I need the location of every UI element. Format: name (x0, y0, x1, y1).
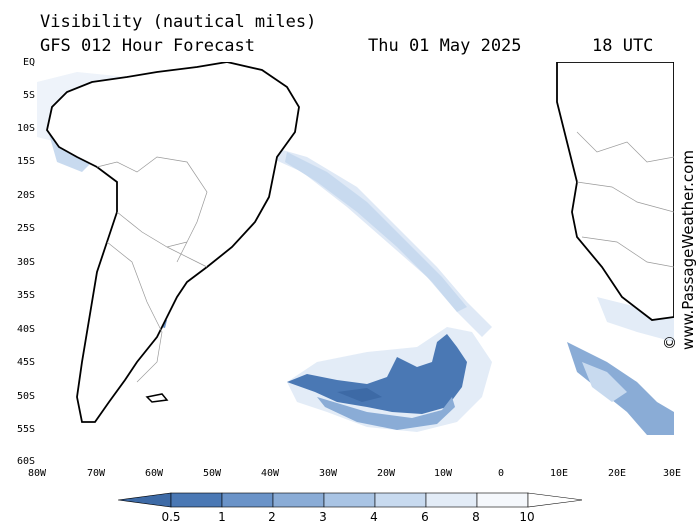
africa-landmass (556, 62, 674, 321)
falkland-islands (145, 393, 169, 403)
lat-label: 45S (16, 357, 35, 368)
lat-label: 5S (22, 90, 35, 101)
copyright-text: © www.PassageWeather.com (661, 150, 697, 350)
legend-swatch (527, 492, 582, 508)
south-america-landmass (46, 62, 300, 423)
lon-label: 10E (549, 468, 569, 479)
lat-label: 10S (16, 123, 35, 134)
legend-label: 4 (370, 510, 378, 524)
lat-label: 35S (16, 290, 35, 301)
lat-label: 60S (16, 456, 35, 467)
legend-swatch (118, 492, 172, 508)
legend-label: 8 (472, 510, 480, 524)
lat-label: 55S (16, 424, 35, 435)
lon-label: 30W (318, 468, 338, 479)
lon-label: 50W (202, 468, 222, 479)
lon-label: 40W (260, 468, 280, 479)
lat-label: 30S (16, 257, 35, 268)
legend-label: 2 (268, 510, 276, 524)
lat-label: 40S (16, 324, 35, 335)
map-title: Visibility (nautical miles) (40, 12, 317, 32)
legend-swatch (221, 492, 274, 508)
country-borders (96, 131, 674, 383)
legend-swatch (170, 492, 223, 508)
legend-swatch (425, 492, 478, 508)
forecast-time: 18 UTC (592, 36, 654, 56)
legend-swatches (118, 492, 582, 508)
lon-label: 80W (27, 468, 47, 479)
lat-label: 15S (16, 156, 35, 167)
legend-swatch (374, 492, 427, 508)
lat-label: EQ (22, 57, 35, 68)
lon-label: 70W (86, 468, 106, 479)
legend-swatch (272, 492, 325, 508)
lon-label: 0 (497, 468, 505, 479)
lat-label: 50S (16, 391, 35, 402)
legend-swatch (323, 492, 376, 508)
lon-label: 10W (433, 468, 453, 479)
lon-label: 60W (144, 468, 164, 479)
lat-label: 25S (16, 223, 35, 234)
lon-label: 20W (376, 468, 396, 479)
legend-label: 0.5 (161, 510, 181, 524)
legend-label: 1 (218, 510, 226, 524)
land (46, 62, 674, 423)
legend-label: 10 (519, 510, 535, 524)
legend-label: 3 (319, 510, 327, 524)
visibility-legend (118, 492, 582, 508)
lon-label: 30E (662, 468, 682, 479)
forecast-date: Thu 01 May 2025 (368, 36, 522, 56)
forecast-model: GFS 012 Hour Forecast (40, 36, 255, 56)
legend-swatch (476, 492, 529, 508)
visibility-map (37, 62, 674, 435)
legend-label: 6 (421, 510, 429, 524)
lat-label: 20S (16, 190, 35, 201)
lon-label: 20E (607, 468, 627, 479)
